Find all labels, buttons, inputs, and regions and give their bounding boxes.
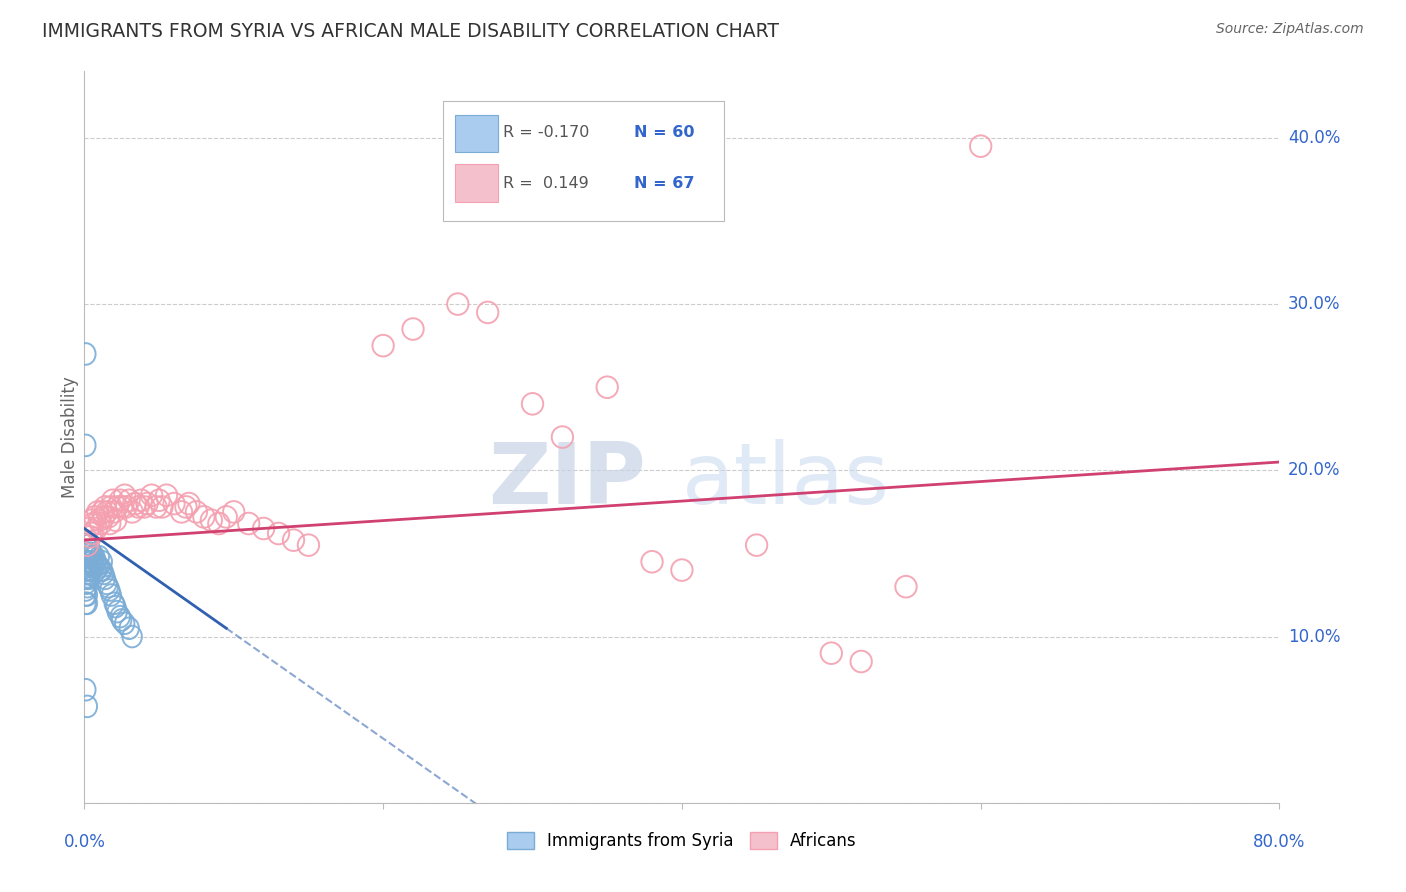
FancyBboxPatch shape	[456, 164, 498, 202]
Legend: Immigrants from Syria, Africans: Immigrants from Syria, Africans	[501, 825, 863, 856]
Text: R = -0.170: R = -0.170	[503, 125, 589, 139]
Text: 10.0%: 10.0%	[1288, 628, 1340, 646]
Text: N = 67: N = 67	[634, 176, 695, 191]
FancyBboxPatch shape	[456, 114, 498, 152]
Y-axis label: Male Disability: Male Disability	[60, 376, 79, 498]
FancyBboxPatch shape	[443, 101, 724, 221]
Text: N = 60: N = 60	[634, 125, 695, 139]
Text: 40.0%: 40.0%	[1288, 128, 1340, 147]
Text: 80.0%: 80.0%	[1253, 833, 1306, 851]
Text: R =  0.149: R = 0.149	[503, 176, 588, 191]
Text: Source: ZipAtlas.com: Source: ZipAtlas.com	[1216, 22, 1364, 37]
Text: ZIP: ZIP	[488, 440, 647, 523]
Text: 30.0%: 30.0%	[1288, 295, 1340, 313]
Text: 0.0%: 0.0%	[63, 833, 105, 851]
Text: atlas: atlas	[682, 440, 890, 523]
Text: IMMIGRANTS FROM SYRIA VS AFRICAN MALE DISABILITY CORRELATION CHART: IMMIGRANTS FROM SYRIA VS AFRICAN MALE DI…	[42, 22, 779, 41]
Text: 20.0%: 20.0%	[1288, 461, 1340, 479]
